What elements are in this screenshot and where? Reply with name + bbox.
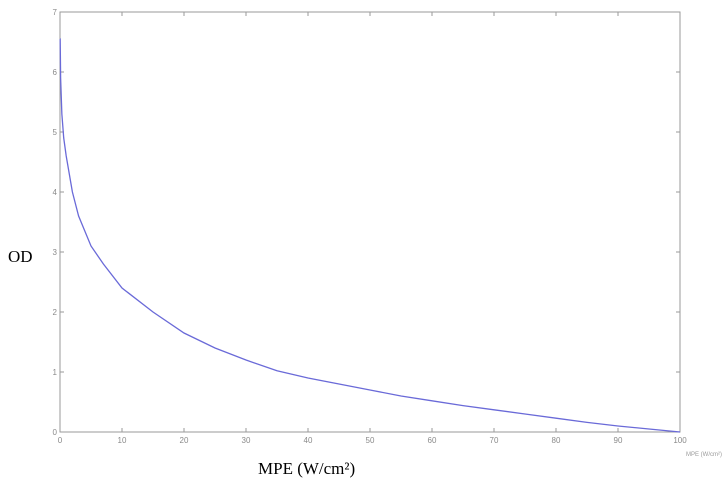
x-tick-label: 60 bbox=[428, 436, 437, 445]
y-axis-label: OD bbox=[8, 247, 33, 266]
x-tick-label: 40 bbox=[304, 436, 313, 445]
y-tick-label: 7 bbox=[53, 8, 58, 17]
plot-frame bbox=[59, 11, 681, 433]
x-tick-label: 10 bbox=[118, 436, 127, 445]
x-tick-label: 80 bbox=[552, 436, 561, 445]
x-tick-label: 30 bbox=[242, 436, 251, 445]
y-ticks: 0 1 2 3 4 5 6 7 bbox=[53, 8, 680, 437]
x-axis-label-small: MPE (W/cm²) bbox=[686, 452, 722, 458]
y-tick-label: 4 bbox=[53, 188, 58, 197]
y-tick-label: 5 bbox=[53, 128, 58, 137]
y-tick-label: 6 bbox=[53, 68, 58, 77]
x-axis-label: MPE (W/cm²) bbox=[258, 459, 355, 478]
y-tick-label: 3 bbox=[53, 248, 58, 257]
x-tick-label: 70 bbox=[490, 436, 499, 445]
x-tick-label: 50 bbox=[366, 436, 375, 445]
x-tick-label: 100 bbox=[673, 436, 687, 445]
y-tick-label: 1 bbox=[53, 368, 58, 377]
x-ticks: 0 10 20 30 40 50 60 70 80 90 100 bbox=[58, 12, 687, 445]
x-tick-label: 0 bbox=[58, 436, 63, 445]
x-tick-label: 20 bbox=[180, 436, 189, 445]
y-tick-label: 2 bbox=[53, 308, 58, 317]
x-tick-label: 90 bbox=[614, 436, 623, 445]
y-tick-label: 0 bbox=[53, 428, 58, 437]
series-line-od bbox=[59, 38, 681, 433]
